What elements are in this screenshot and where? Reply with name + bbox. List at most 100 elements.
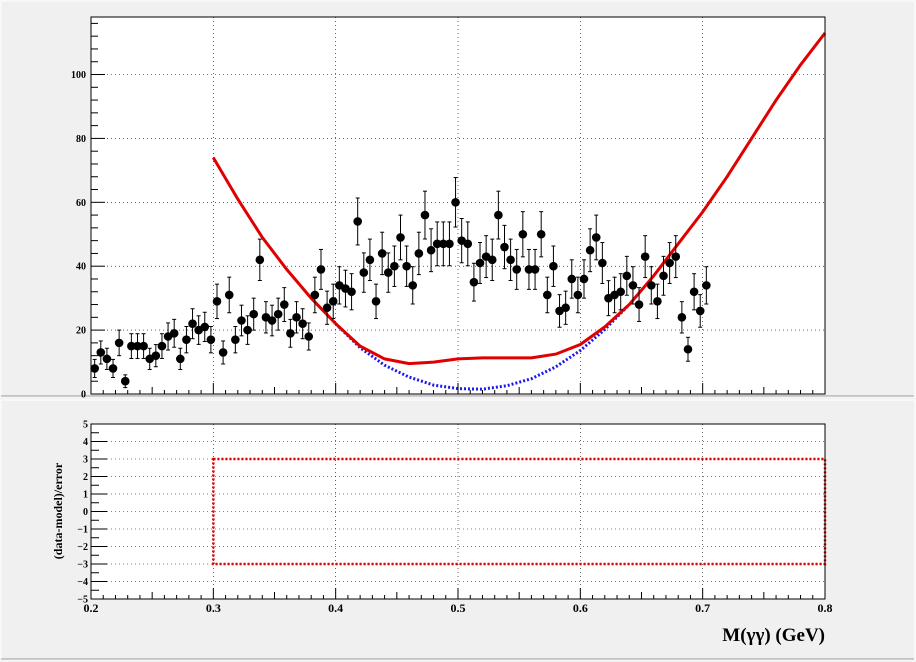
data-marker (365, 255, 375, 265)
data-marker (139, 341, 148, 351)
data-point (646, 266, 656, 305)
data-point (377, 231, 387, 276)
data-marker (469, 277, 479, 287)
data-marker (634, 300, 644, 309)
data-marker (567, 274, 577, 284)
data-marker (133, 341, 142, 351)
x-tick-label: 0.8 (818, 601, 833, 615)
data-marker (451, 198, 460, 207)
x-tick-label: 0.2 (84, 601, 99, 615)
data-point (310, 276, 320, 314)
data-marker (536, 229, 546, 239)
data-marker (561, 303, 570, 313)
data-marker (671, 252, 681, 261)
data-point (500, 224, 509, 270)
x-axis-label: M(γγ) (GeV) (722, 625, 825, 646)
y-tick-label-top: 40 (76, 262, 86, 273)
data-marker (591, 233, 601, 242)
data-point (298, 308, 307, 340)
data-point (249, 297, 259, 331)
data-marker (506, 255, 515, 265)
data-marker (628, 281, 638, 290)
data-marker (206, 335, 216, 344)
data-point (108, 358, 118, 378)
data-point (494, 190, 503, 240)
data-point (328, 283, 338, 320)
data-point (114, 329, 124, 357)
data-marker (500, 242, 509, 252)
data-marker (543, 290, 552, 300)
data-marker (322, 303, 332, 313)
data-marker (414, 249, 424, 258)
data-point (506, 238, 515, 282)
data-point (408, 266, 418, 305)
data-point (304, 322, 314, 351)
data-marker (286, 328, 295, 338)
data-point (322, 290, 332, 325)
data-point (133, 333, 142, 359)
data-point (640, 235, 650, 279)
data-point (665, 242, 674, 284)
data-marker (231, 335, 240, 344)
data-point (689, 273, 699, 311)
data-marker (249, 309, 259, 319)
data-marker (439, 239, 448, 249)
data-point (157, 333, 167, 359)
data-point (524, 248, 534, 290)
y-tick-label-bottom: 5 (83, 420, 88, 431)
y-tick-label-bottom: −4 (77, 577, 88, 588)
data-marker (292, 313, 301, 322)
data-point (127, 333, 136, 359)
data-point (573, 276, 583, 314)
data-point (475, 242, 485, 284)
data-point (402, 245, 411, 287)
x-tick-label: 0.4 (328, 601, 343, 615)
pull-y-axis-label: (data-model)/error (51, 462, 65, 559)
data-marker (188, 319, 197, 329)
data-point (628, 266, 638, 305)
data-point (543, 276, 552, 314)
data-marker (390, 261, 399, 271)
data-point (286, 318, 295, 348)
data-marker (524, 265, 534, 274)
data-point (439, 221, 448, 267)
data-marker (310, 290, 320, 300)
data-marker (127, 341, 136, 351)
data-marker (695, 306, 705, 316)
data-point (151, 344, 161, 368)
data-marker (200, 322, 210, 332)
data-marker (585, 245, 595, 255)
data-point (561, 290, 570, 325)
data-point (518, 211, 528, 258)
data-point (347, 273, 356, 311)
data-point (445, 221, 454, 267)
y-tick-label-top: 20 (76, 326, 86, 337)
data-marker (432, 239, 442, 249)
data-marker (212, 297, 222, 306)
y-tick-label-bottom: −1 (77, 525, 88, 536)
data-marker (640, 252, 650, 261)
y-tick-label-top: 80 (76, 134, 86, 145)
data-marker (622, 271, 632, 281)
data-point (451, 177, 460, 228)
data-marker (218, 348, 228, 357)
data-marker (689, 287, 699, 297)
data-point (273, 297, 283, 331)
data-point (585, 228, 595, 273)
data-marker (579, 274, 589, 284)
data-point (279, 287, 289, 322)
data-point (200, 311, 210, 343)
data-point (212, 283, 222, 320)
data-marker (371, 297, 381, 306)
data-marker (120, 376, 130, 386)
y-tick-label-bottom: 0 (83, 507, 88, 518)
data-marker (530, 265, 540, 274)
data-marker (659, 271, 668, 281)
data-point (396, 214, 405, 261)
data-point (292, 301, 301, 334)
data-point (169, 318, 179, 348)
data-marker (279, 300, 289, 309)
data-point (677, 301, 687, 334)
